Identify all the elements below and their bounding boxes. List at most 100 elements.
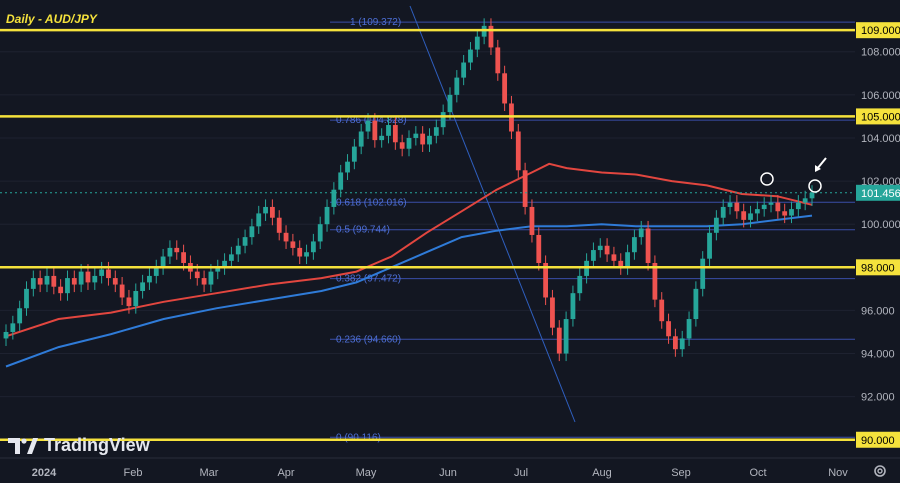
moving-average-line — [5, 162, 813, 338]
candle-body — [65, 278, 70, 294]
candle-body — [468, 49, 473, 63]
candle-body — [666, 321, 671, 337]
candle-body — [502, 73, 508, 104]
candle-body — [399, 142, 405, 149]
tradingview-logo-icon — [8, 437, 38, 454]
time-tick-label: Sep — [671, 467, 691, 479]
fib-level-label: 0.382 (97.472) — [336, 274, 401, 285]
candle-body — [283, 232, 289, 242]
candle-body — [748, 213, 753, 220]
candle-body — [618, 260, 624, 268]
price-axis: 92.00094.00096.000100.000102.000104.0001… — [0, 22, 900, 448]
candle-body — [229, 254, 234, 261]
candle-body — [522, 170, 528, 207]
price-tick-label: 104.000 — [861, 133, 900, 145]
candle-body — [365, 120, 371, 132]
candle-body — [304, 252, 309, 257]
candle-body — [249, 226, 255, 238]
time-tick-label: Jul — [514, 467, 528, 479]
candle-body — [474, 36, 480, 50]
tradingview-logo: TradingView — [8, 435, 150, 456]
fib-level-label: 0.5 (99.744) — [336, 225, 390, 236]
price-tick-label: 94.000 — [861, 349, 895, 361]
candle-body — [345, 161, 350, 173]
candle-body — [317, 224, 323, 242]
candle-body — [488, 25, 494, 48]
candle-body — [672, 336, 678, 350]
price-tick-label: 108.000 — [861, 47, 900, 59]
candle-body — [625, 252, 630, 268]
candle-body — [392, 125, 398, 143]
candle-body — [208, 271, 214, 285]
candle-body — [563, 319, 569, 354]
candle-body — [461, 62, 467, 78]
price-tick-label: 92.000 — [861, 392, 895, 404]
candle-body — [754, 209, 760, 214]
candle-body — [795, 202, 801, 210]
price-tick-label: 100.000 — [861, 219, 900, 231]
candle-body — [741, 211, 747, 220]
candle-body — [269, 206, 275, 218]
candle-body — [809, 192, 815, 199]
candle-body — [24, 288, 29, 309]
candle-body — [112, 278, 118, 285]
marker-circle — [760, 172, 774, 186]
candle-body — [761, 204, 767, 210]
candle-body — [768, 202, 774, 205]
candle-body — [181, 252, 186, 263]
level-price-tag — [856, 22, 900, 39]
candle-body — [638, 228, 644, 238]
candle-body — [263, 206, 268, 214]
candle-body — [215, 267, 221, 272]
candle-body — [659, 299, 665, 322]
candle-body — [597, 245, 603, 251]
candle-body — [433, 127, 439, 136]
candle-body — [290, 241, 296, 248]
candle-body — [406, 137, 412, 149]
candle-body — [167, 247, 173, 257]
candle-body — [420, 133, 426, 145]
price-tick-label: 96.000 — [861, 305, 895, 317]
candle-body — [331, 189, 337, 207]
fib-level-label: 0.618 (102.016) — [336, 197, 407, 208]
time-tick-label: Feb — [124, 467, 143, 479]
candle-body — [543, 262, 549, 298]
candle-body — [297, 247, 303, 257]
candle-body — [147, 275, 152, 283]
level-price-label: 105.000 — [861, 111, 900, 123]
candle-body — [194, 271, 200, 279]
candle-body — [720, 206, 726, 218]
candle-body — [126, 297, 132, 307]
candle-body — [775, 202, 781, 212]
candle-body — [3, 331, 9, 339]
candle-body — [693, 288, 699, 320]
candle-body — [447, 94, 453, 113]
candle-body — [58, 286, 64, 294]
time-tick-label: 2024 — [32, 467, 57, 479]
time-tick-label: Aug — [592, 467, 612, 479]
candle-body — [645, 228, 651, 263]
settings-icon[interactable] — [873, 464, 887, 478]
candle-body — [140, 282, 146, 292]
level-price-tag — [856, 431, 900, 448]
arrow-head — [815, 165, 821, 172]
candle-body — [153, 267, 159, 276]
candle-body — [495, 47, 501, 74]
candle-body — [440, 112, 446, 128]
fibonacci-retracement: 1 (109.372) 0.786 (104.828) 0.618 (102.016… — [330, 17, 855, 443]
current-price-label: 101.456 — [861, 188, 900, 200]
time-tick-label: Jun — [439, 467, 457, 479]
level-price-label: 109.000 — [861, 25, 900, 37]
candle-body — [413, 133, 419, 138]
candle-body — [358, 131, 364, 147]
fib-level-label: 0.786 (104.828) — [336, 115, 407, 126]
candle-body — [174, 247, 180, 253]
candle-body — [734, 202, 740, 212]
candle-body — [242, 237, 248, 246]
candle-body — [536, 234, 542, 263]
candle-body — [802, 198, 808, 203]
candle-body — [570, 293, 576, 320]
candle-body — [700, 258, 706, 289]
candle-body — [652, 262, 658, 300]
